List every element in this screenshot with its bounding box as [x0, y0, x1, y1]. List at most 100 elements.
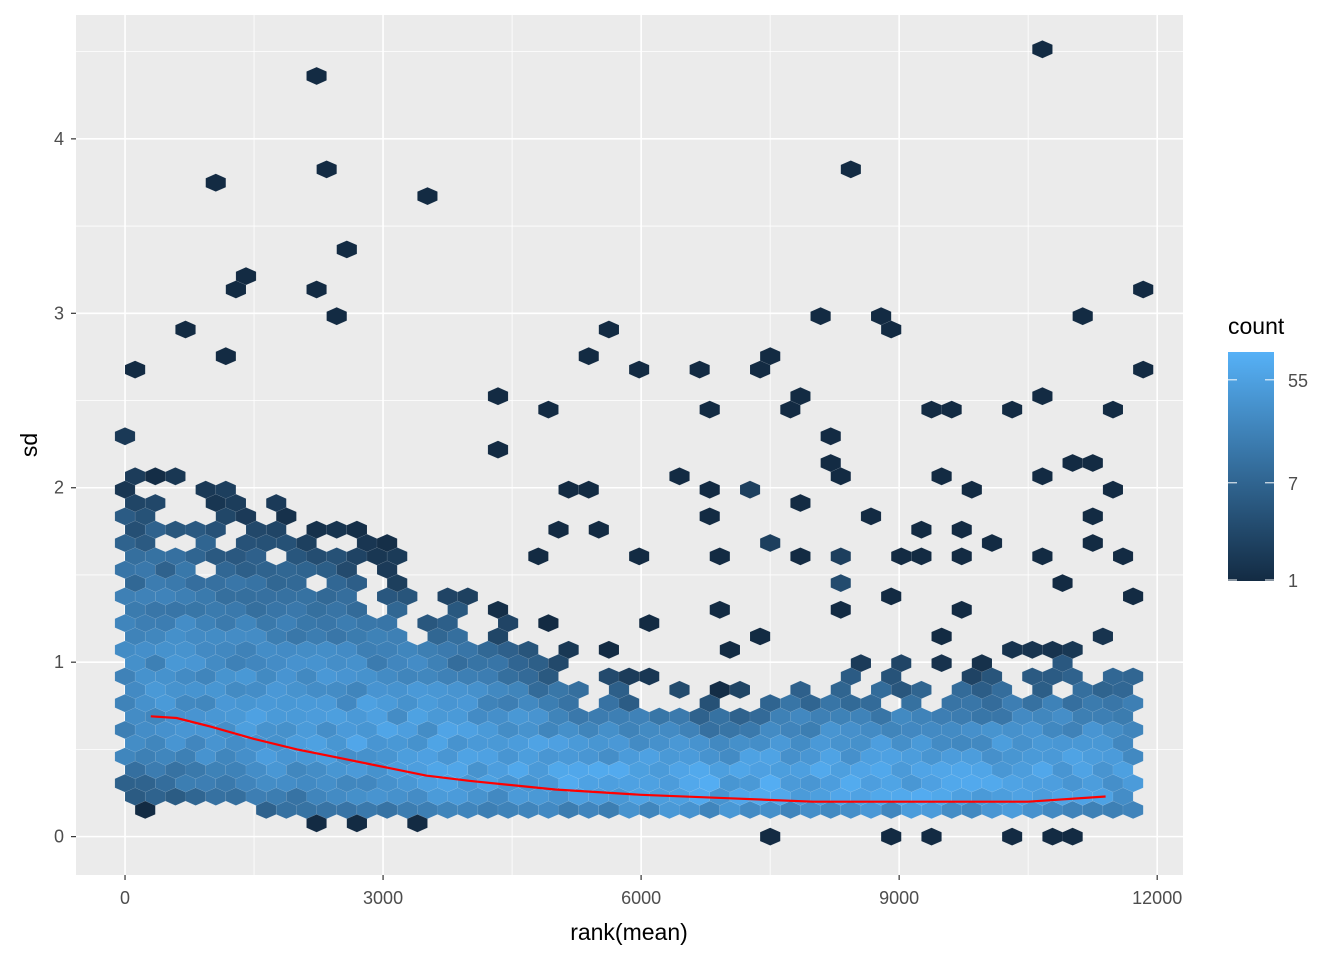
- hex-bin: [951, 520, 973, 539]
- hex-bin: [114, 427, 136, 446]
- y-tick-label: 1: [54, 652, 64, 672]
- hex-bin: [840, 160, 862, 179]
- hex-bin: [951, 600, 973, 619]
- hex-bin: [316, 160, 337, 179]
- hex-bin: [134, 800, 156, 820]
- hex-bin: [538, 613, 559, 633]
- x-axis-title: rank(mean): [570, 919, 688, 945]
- y-tick-label: 3: [54, 303, 64, 323]
- hex-bin: [144, 493, 166, 513]
- y-axis-ticks: 0 1 2 3 4: [54, 129, 76, 847]
- hex-bin: [578, 480, 600, 499]
- hex-bin: [911, 520, 932, 539]
- hex-bin: [709, 547, 731, 566]
- hex-bin: [1072, 307, 1094, 326]
- hex-bin: [921, 827, 942, 846]
- hex-bin: [810, 307, 831, 326]
- hex-bin: [265, 493, 287, 513]
- hex-bin: [346, 520, 368, 539]
- hex-bin: [588, 520, 610, 539]
- hex-bin: [1032, 387, 1053, 406]
- hex-bin: [346, 814, 368, 833]
- hex-bin: [336, 240, 358, 259]
- hex-bin: [1092, 627, 1114, 646]
- hex-bin: [548, 520, 569, 539]
- x-tick-label: 0: [120, 888, 130, 908]
- hex-bin: [578, 347, 600, 366]
- hex-bin: [1032, 547, 1053, 566]
- legend-label: 1: [1288, 571, 1298, 591]
- hex-bin: [175, 320, 196, 339]
- y-tick-label: 4: [54, 129, 64, 149]
- legend-label: 7: [1288, 474, 1298, 494]
- hex-bin: [790, 493, 811, 513]
- hex-bin: [598, 640, 620, 659]
- hex-bin: [931, 627, 952, 646]
- hex-bin: [1122, 667, 1144, 686]
- hex-bin: [880, 587, 902, 606]
- hex-bin: [880, 320, 902, 339]
- hex-bin: [1062, 827, 1083, 846]
- hex-bin: [487, 600, 509, 619]
- hex-bin: [407, 814, 428, 833]
- hex-bin: [1102, 400, 1124, 419]
- hex-bin: [1052, 573, 1073, 593]
- x-tick-label: 6000: [621, 888, 661, 908]
- hex-bin: [880, 827, 902, 846]
- hex-bin: [931, 467, 952, 486]
- hex-bin: [124, 360, 146, 379]
- legend-colorbar: [1228, 352, 1274, 581]
- hex-bin: [326, 307, 348, 326]
- hex-bin: [689, 360, 710, 379]
- hex-bin: [638, 667, 660, 686]
- hex-bin: [306, 280, 327, 299]
- hex-bin: [749, 360, 771, 379]
- x-tick-label: 9000: [879, 888, 919, 908]
- hex-bin: [517, 640, 539, 659]
- hex-bin: [719, 640, 741, 659]
- hex-bin: [850, 653, 872, 673]
- hex-bin: [911, 547, 932, 566]
- hex-bin: [568, 680, 589, 699]
- hex-bin: [306, 66, 327, 86]
- hex-bin: [1032, 467, 1053, 486]
- hex-bin: [790, 547, 811, 566]
- hex-bin: [830, 467, 852, 486]
- hex-bin: [759, 533, 781, 553]
- y-tick-label: 0: [54, 827, 64, 847]
- hex-bin: [1102, 480, 1124, 499]
- hex-bin: [1082, 507, 1104, 526]
- hex-bin: [890, 653, 912, 673]
- hex-bin: [165, 467, 186, 486]
- hex-bin: [487, 387, 509, 406]
- hex-bin: [790, 680, 811, 699]
- hex-bin: [699, 400, 721, 419]
- hex-bin: [860, 507, 882, 526]
- x-axis-ticks: 0 3000 6000 9000 12000: [120, 875, 1182, 908]
- hex-bin: [1082, 533, 1104, 553]
- hex-bin: [1082, 453, 1104, 473]
- hex-bin: [1062, 640, 1083, 659]
- legend-label: 55: [1288, 371, 1308, 391]
- hex-bin: [931, 653, 952, 673]
- hex-bin: [538, 400, 559, 419]
- hex-bin: [739, 480, 761, 499]
- hex-bin: [1122, 587, 1144, 606]
- hex-bin: [830, 573, 852, 593]
- hex-bin: [699, 507, 721, 526]
- hex-bin: [820, 427, 842, 446]
- hex-bin: [628, 547, 650, 566]
- hex-bin: [558, 640, 579, 659]
- hex-bin: [709, 600, 731, 619]
- hex-bin: [215, 480, 237, 499]
- hex-bin: [1001, 400, 1023, 419]
- hex-bin: [971, 653, 993, 673]
- hex-bin: [528, 547, 549, 566]
- hex-bin: [1132, 280, 1154, 299]
- hex-bin: [1032, 40, 1053, 59]
- hex-bin: [376, 533, 398, 553]
- hex-bin: [951, 547, 973, 566]
